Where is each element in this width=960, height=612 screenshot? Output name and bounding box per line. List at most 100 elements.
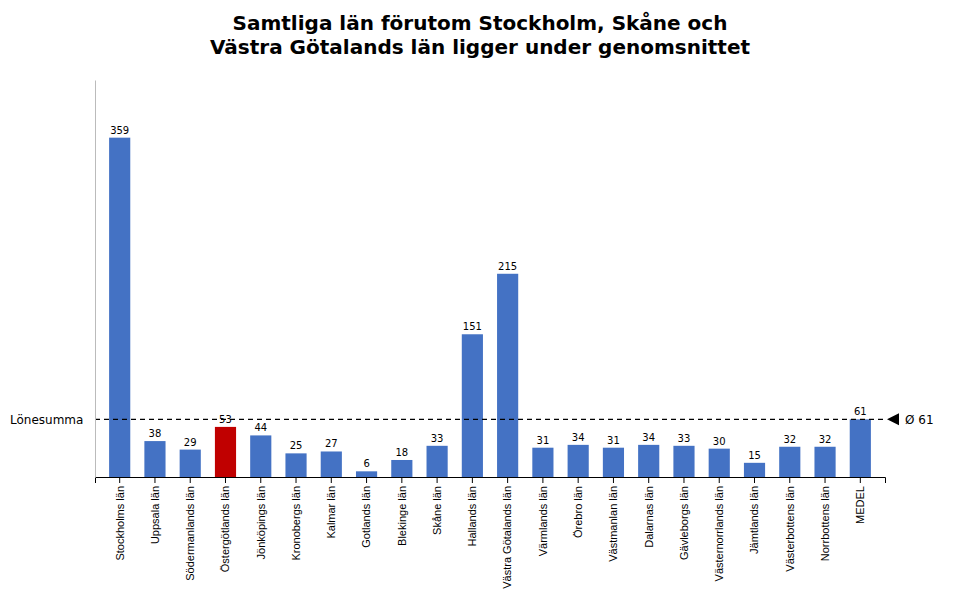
bar — [427, 446, 448, 477]
x-tick-mark — [366, 477, 367, 483]
y-axis-line — [95, 81, 96, 478]
x-tick-mark — [119, 477, 120, 483]
x-tick: Södermanlands län — [184, 477, 196, 581]
data-label: 29 — [184, 437, 197, 448]
x-tick-label: Gotlands län — [360, 486, 372, 548]
x-tick-mark — [719, 477, 720, 483]
data-label: 32 — [819, 434, 832, 445]
x-tick-label: Skåne län — [431, 486, 443, 535]
x-tick-label: Västernorrlands län — [713, 486, 725, 581]
x-tick: Östergötlands län — [219, 477, 231, 572]
y-axis — [95, 81, 96, 478]
x-tick-mark — [190, 477, 191, 483]
bar — [215, 427, 236, 477]
x-tick-mark — [296, 477, 297, 483]
bar — [673, 446, 694, 477]
x-tick-label: Östergötlands län — [219, 486, 231, 572]
x-tick-mark — [860, 477, 861, 483]
x-tick: Hallands län — [466, 477, 478, 547]
x-tick-label: Stockholms län — [114, 486, 126, 561]
x-tick: Jönköpings län — [255, 477, 267, 559]
y-label: Lönesumma — [10, 413, 83, 427]
x-tick-mark — [472, 477, 473, 483]
chart: Samtliga län förutom Stockholm, Skåne oc… — [0, 0, 960, 612]
x-tick: Uppsala län — [149, 477, 161, 544]
bar — [568, 445, 589, 477]
x-tick-mark — [507, 477, 508, 483]
x-tick: Kronobergs län — [290, 477, 302, 561]
x-tick-mark — [154, 477, 155, 483]
bar — [709, 449, 730, 477]
x-tick-label: Södermanlands län — [184, 486, 196, 581]
x-axis: Stockholms län Uppsala län Södermanlands l… — [96, 477, 886, 589]
x-tick: Kalmar län — [325, 477, 337, 539]
x-tick-mark — [225, 477, 226, 483]
data-label: 30 — [713, 436, 726, 447]
data-label: 18 — [395, 447, 408, 458]
data-label: 27 — [325, 438, 338, 449]
x-tick-mark — [754, 477, 755, 483]
x-tick-label: Örebro län — [572, 486, 584, 538]
x-tick: Stockholms län — [114, 477, 126, 561]
x-tick-mark — [825, 477, 826, 483]
x-tick: Västerbottens län — [784, 477, 796, 572]
bar — [744, 463, 765, 477]
x-tick-mark — [260, 477, 261, 483]
title-line: Samtliga län förutom Stockholm, Skåne oc… — [233, 11, 728, 35]
data-label: 34 — [642, 432, 655, 443]
x-tick-label: Uppsala län — [149, 486, 161, 544]
x-tick-mark — [437, 477, 438, 483]
x-tick-label: Jönköpings län — [255, 486, 267, 559]
x-tick: Västmanlan län — [607, 477, 619, 562]
bar — [850, 419, 871, 477]
x-tick-label: Hallands län — [466, 486, 478, 547]
x-tick: Värmlands län — [537, 477, 549, 556]
x-tick-mark — [613, 477, 614, 483]
bar — [180, 450, 201, 477]
x-tick: Norrbottens län — [819, 477, 831, 561]
data-label: 33 — [678, 433, 691, 444]
average-line — [95, 419, 885, 420]
bar — [532, 448, 553, 477]
x-tick-label: Blekinge län — [396, 486, 408, 546]
data-label: 15 — [748, 450, 761, 461]
x-tick-label: MEDEL — [854, 486, 866, 524]
x-tick-label: Dalarnas län — [643, 486, 655, 548]
x-tick: Västra Götalands län — [501, 477, 513, 589]
bar — [109, 138, 130, 477]
x-tick-label: Västmanlan län — [607, 486, 619, 562]
bar — [391, 460, 412, 477]
data-label: 359 — [110, 125, 129, 136]
bar — [779, 447, 800, 477]
bar — [638, 445, 659, 477]
x-tick-mark — [542, 477, 543, 483]
data-label: 33 — [431, 433, 444, 444]
x-tick: Västernorrlands län — [713, 477, 725, 581]
bar — [814, 447, 835, 477]
x-tick: Jämtlands län — [748, 477, 760, 554]
data-label: 215 — [498, 261, 517, 272]
x-tick-mark — [331, 477, 332, 483]
x-tick-label: Jämtlands län — [748, 486, 760, 554]
title-line: Västra Götalands län ligger under genoms… — [210, 35, 751, 59]
x-tick: Blekinge län — [396, 477, 408, 546]
x-tick: Gävleborgs län — [678, 477, 690, 560]
x-tick-label: Gävleborgs län — [678, 486, 690, 560]
data-label: 32 — [783, 434, 796, 445]
marks — [95, 138, 885, 477]
x-tick-label: Norrbottens län — [819, 486, 831, 561]
average-arrow — [887, 413, 899, 425]
x-tick-mark — [578, 477, 579, 483]
data-label: 25 — [290, 440, 303, 451]
x-tick-label: Kalmar län — [325, 486, 337, 539]
x-tick-mark — [401, 477, 402, 483]
data-label: 6 — [363, 458, 369, 469]
bar — [603, 448, 624, 477]
bar — [462, 334, 483, 477]
data-label: 38 — [149, 428, 162, 439]
data-label: 31 — [537, 435, 550, 446]
bar — [356, 471, 377, 477]
x-tick-label: Värmlands län — [537, 486, 549, 556]
bar — [285, 453, 306, 477]
bar — [497, 274, 518, 477]
